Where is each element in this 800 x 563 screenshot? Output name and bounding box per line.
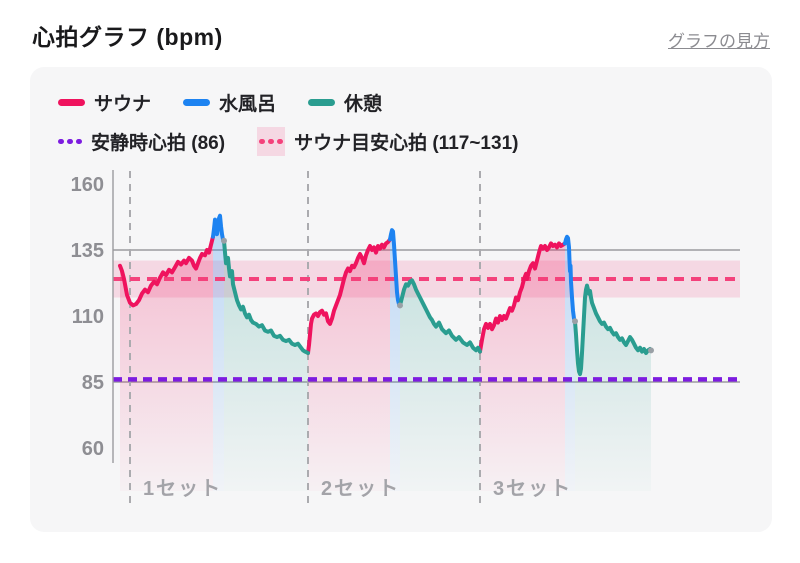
sauna-line-3: [478, 241, 567, 354]
resting-hr-dotted-swatch: [58, 139, 82, 144]
coldbath-fill-3: [565, 236, 575, 491]
graph-help-link[interactable]: グラフの見方: [668, 32, 770, 51]
sauna-line-1: [118, 234, 215, 308]
rest-fill-1: [224, 240, 308, 491]
endpoint-dot-4: [648, 347, 654, 354]
endpoint-dot-1: [221, 237, 227, 244]
sauna-fill-3: [480, 243, 565, 491]
legend-item-target-hr: サウナ目安心拍 (117~131): [257, 127, 518, 156]
sauna-line-swatch: [58, 99, 85, 106]
legend-label: 休憩: [344, 94, 383, 115]
rest-fill-2: [400, 280, 480, 491]
coldbath-line-swatch: [183, 99, 211, 106]
coldbath-line-2: [388, 228, 402, 308]
endpoint-dot-3: [572, 318, 578, 325]
set-label-2: 2セット: [321, 478, 400, 500]
coldbath-line-1: [211, 213, 226, 243]
y-tick-label-135: 135: [71, 240, 104, 262]
y-tick-label-160: 160: [71, 174, 104, 196]
page-header: 心拍グラフ (bpm) グラフの見方: [0, 0, 800, 52]
legend-label: サウナ目安心拍 (117~131): [294, 133, 519, 154]
legend-item-resting-hr: 安静時心拍 (86): [58, 128, 225, 155]
chart-legend: サウナ 水風呂 休憩 安静時心拍 (86): [58, 89, 518, 156]
sauna-fill-1: [120, 236, 213, 491]
y-tick-label-110: 110: [72, 306, 104, 328]
legend-row-series: サウナ 水風呂 休憩: [58, 89, 518, 116]
heart-rate-chart: 160 135 110 85 60 1セット 2セット 3セット: [71, 170, 740, 504]
y-tick-label-60: 60: [82, 438, 104, 460]
legend-label: 水風呂: [219, 94, 277, 115]
endpoint-dot-2: [397, 302, 403, 309]
rest-line-swatch: [308, 99, 336, 106]
legend-item-sauna: サウナ: [58, 89, 151, 116]
coldbath-fill-1: [213, 215, 224, 491]
legend-label: サウナ: [94, 94, 152, 115]
heart-rate-chart-card: サウナ 水風呂 休憩 安静時心拍 (86): [30, 67, 772, 532]
legend-label: 安静時心拍 (86): [91, 133, 226, 154]
rest-fill-3: [575, 285, 651, 491]
rest-line-2: [398, 278, 482, 354]
rest-line-3: [573, 283, 653, 377]
legend-row-reference: 安静時心拍 (86) サウナ目安心拍 (117~131): [58, 127, 518, 156]
sauna-fill-2: [308, 239, 390, 491]
rest-line-1: [222, 238, 310, 355]
coldbath-line-3: [563, 234, 577, 324]
target-hr-band-swatch: [257, 127, 286, 156]
legend-item-rest: 休憩: [308, 89, 382, 116]
legend-item-coldbath: 水風呂: [183, 89, 276, 116]
page-title: 心拍グラフ (bpm): [32, 24, 223, 50]
sauna-line-2: [306, 237, 392, 355]
set-label-1: 1セット: [143, 478, 222, 500]
set-label-3: 3セット: [493, 478, 572, 500]
y-tick-label-85: 85: [82, 372, 104, 394]
coldbath-fill-2: [390, 230, 400, 491]
